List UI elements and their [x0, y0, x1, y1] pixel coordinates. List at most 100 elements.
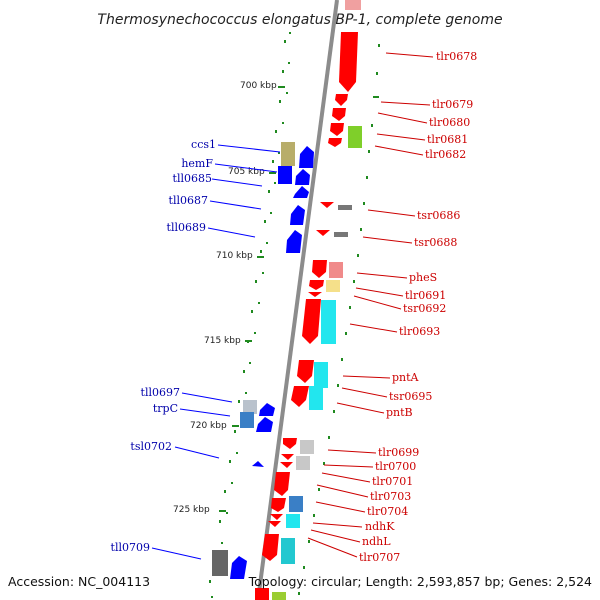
scale-label-720: 720 kbp	[190, 421, 227, 431]
forward-strand-genes	[255, 0, 362, 600]
label-tlr0680[interactable]: tlr0680	[429, 116, 470, 129]
label-tlr0703[interactable]: tlr0703	[370, 490, 411, 503]
scale-label-710: 710 kbp	[216, 251, 253, 261]
gene-phes-domain	[329, 262, 343, 278]
label-tlr0704[interactable]: tlr0704	[367, 505, 408, 518]
gene-tlr0693-domain	[321, 300, 336, 344]
gene-tlr0703[interactable]	[274, 472, 290, 496]
gene-tsr0688[interactable]	[316, 230, 330, 236]
gene-pnta[interactable]	[297, 360, 314, 383]
gene-bottom-next	[255, 588, 269, 600]
gene-ndhk-domain	[286, 514, 300, 528]
label-tlr0693[interactable]: tlr0693	[399, 325, 440, 338]
scale-label-725: 725 kbp	[173, 505, 210, 515]
forward-gene-labels: tlr0678 tlr0679 tlr0680 tlr0681 tlr0682 …	[359, 50, 477, 564]
label-tlr0681[interactable]: tlr0681	[427, 133, 468, 146]
gene-tll0709-domain	[212, 550, 228, 576]
gene-tlr0707-domain	[281, 538, 295, 564]
gene-tlr0691[interactable]	[309, 280, 324, 290]
inner-tick-track	[209, 40, 286, 583]
gene-ccs1-domain	[281, 142, 295, 166]
left-boundary-dots	[211, 32, 291, 598]
gene-pntb-domain	[309, 386, 323, 410]
gene-tlr0691-domain	[326, 280, 340, 292]
scale-label-705: 705 kbp	[228, 167, 265, 177]
label-ndhl[interactable]: ndhL	[362, 535, 391, 548]
gene-pntb[interactable]	[291, 386, 309, 407]
gene-tlr0704-domain	[289, 496, 303, 512]
label-tlr0707[interactable]: tlr0707	[359, 551, 400, 564]
gene-tlr0681-domain	[348, 126, 362, 148]
label-ndhk[interactable]: ndhK	[365, 520, 395, 533]
scale-label-700: 700 kbp	[240, 81, 277, 91]
gene-tlr0700[interactable]	[281, 454, 294, 460]
gene-tlr0693[interactable]	[302, 299, 321, 344]
label-tll0687[interactable]: tll0687	[169, 194, 208, 207]
label-tsr0688[interactable]: tsr0688	[414, 236, 457, 249]
label-tsr0686[interactable]: tsr0686	[417, 209, 460, 222]
label-phes[interactable]: pheS	[409, 271, 437, 284]
gene-ndhk[interactable]	[270, 514, 283, 520]
gene-tll0685[interactable]	[293, 186, 309, 198]
gene-tll0709[interactable]	[230, 556, 247, 579]
gene-hemf-block	[278, 166, 292, 184]
gene-tlr0699-domain	[300, 440, 314, 454]
gene-ccs1[interactable]	[299, 146, 314, 168]
gene-hemf[interactable]	[295, 169, 310, 185]
gene-pnta-domain	[314, 362, 328, 388]
label-tlr0699[interactable]: tlr0699	[378, 446, 419, 459]
label-tlr0691[interactable]: tlr0691	[405, 289, 446, 302]
gene-tsr0688-domain	[334, 232, 348, 237]
label-tlr0701[interactable]: tlr0701	[372, 475, 413, 488]
gene-tsr0692[interactable]	[308, 292, 322, 297]
label-tsr0692[interactable]: tsr0692	[403, 302, 446, 315]
gene-bottom-next-domain	[272, 592, 286, 600]
gene-tll0697[interactable]	[259, 403, 275, 416]
label-pnta[interactable]: pntA	[392, 371, 420, 384]
gene-tlr0682[interactable]	[328, 138, 342, 147]
gene-tll0687[interactable]	[290, 205, 305, 225]
label-tlr0679[interactable]: tlr0679	[432, 98, 473, 111]
gene-tlr0680[interactable]	[332, 108, 346, 121]
gene-segment-top	[345, 0, 361, 10]
gene-tlr0679[interactable]	[335, 94, 348, 106]
label-pntb[interactable]: pntB	[386, 406, 413, 419]
accession-text: Accession: NC_004113	[8, 574, 150, 589]
scale-labels: 700 kbp 705 kbp 710 kbp 715 kbp 720 kbp …	[173, 81, 277, 515]
label-tll0697[interactable]: tll0697	[141, 386, 180, 399]
gene-tlr0701[interactable]	[280, 462, 293, 468]
label-tlr0682[interactable]: tlr0682	[425, 148, 466, 161]
map-title: Thermosynechococcus elongatus BP-1, comp…	[97, 12, 502, 28]
gene-tlr0681[interactable]	[330, 123, 344, 136]
gene-phes[interactable]	[312, 260, 327, 278]
label-tlr0678[interactable]: tlr0678	[436, 50, 477, 63]
reverse-leader-lines	[151, 144, 281, 560]
gene-tll0697-domain	[243, 400, 257, 414]
gene-tlr0704[interactable]	[271, 498, 286, 512]
gene-tlr0678[interactable]	[339, 32, 358, 92]
scale-label-715: 715 kbp	[204, 336, 241, 346]
genome-summary-text: Topology: circular; Length: 2,593,857 bp…	[248, 574, 592, 589]
label-tll0685[interactable]: tll0685	[173, 172, 212, 185]
label-tsl0702[interactable]: tsl0702	[130, 440, 172, 453]
gene-trpc-domain	[240, 412, 254, 428]
gene-trpc[interactable]	[256, 417, 273, 432]
gene-tsl0702[interactable]	[252, 461, 264, 467]
label-trpc[interactable]: trpC	[153, 402, 178, 415]
label-tll0689[interactable]: tll0689	[167, 221, 206, 234]
label-tll0709[interactable]: tll0709	[111, 541, 150, 554]
genome-backbone	[256, 0, 339, 600]
gene-tlr0701-domain	[296, 456, 310, 470]
gene-tlr0699[interactable]	[283, 438, 297, 449]
gene-tsr0686[interactable]	[320, 202, 334, 208]
gene-ndhl[interactable]	[268, 521, 281, 527]
label-tsr0695[interactable]: tsr0695	[389, 390, 432, 403]
label-ccs1[interactable]: ccs1	[191, 138, 216, 151]
reverse-strand-genes	[212, 142, 314, 579]
label-hemf[interactable]: hemF	[181, 157, 213, 170]
gene-tll0689[interactable]	[286, 230, 302, 253]
gene-tlr0707[interactable]	[262, 534, 279, 561]
label-tlr0700[interactable]: tlr0700	[375, 460, 416, 473]
